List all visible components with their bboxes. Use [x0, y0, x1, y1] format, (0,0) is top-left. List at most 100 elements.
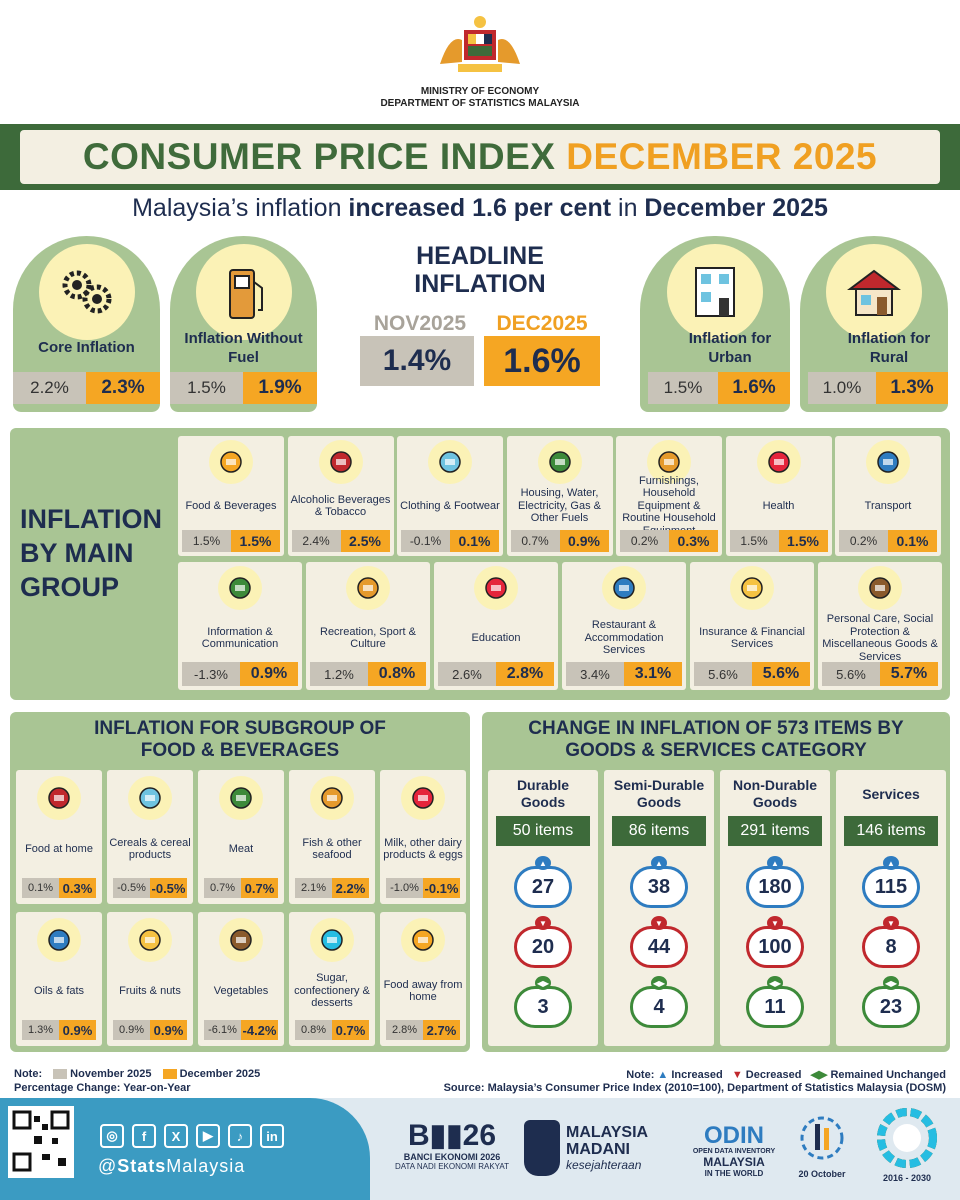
page-title: CONSUMER PRICE INDEX DECEMBER 2025 — [20, 130, 940, 184]
decreased-count: 100 — [746, 926, 804, 968]
group-name: Clothing & Footwear — [400, 499, 500, 512]
category-name: Non-Durable Goods — [720, 776, 830, 812]
group-name: Food at home — [25, 842, 93, 855]
inflation-rural-card: Inflation for Rural 1.0% 1.3% — [800, 236, 948, 412]
curr-value: 2.7% — [423, 1020, 460, 1040]
value-pair: 0.9% 0.9% — [113, 1020, 187, 1040]
curr-value: 0.1% — [450, 530, 499, 552]
group-card: Transport 0.2% 0.1% — [835, 436, 941, 556]
group-name: Oils & fats — [33, 984, 85, 997]
prev-value: 2.4% — [291, 530, 341, 552]
category-column: Durable Goods 50 items 27 ▲ 20 ▼ 3 ◀▶ — [488, 770, 598, 1046]
category-item-count: 50 items — [496, 816, 590, 846]
health-icon — [756, 440, 801, 484]
increased-arrow-icon: ▲ — [883, 856, 899, 870]
phone-icon — [218, 566, 262, 610]
personal-care-icon — [858, 566, 902, 610]
value-pair: 0.2% 0.1% — [839, 530, 937, 552]
value-pair: -0.5% -0.5% — [113, 878, 187, 898]
crab-icon — [310, 776, 354, 820]
department-name: DEPARTMENT OF STATISTICS MALAYSIA — [380, 98, 580, 109]
page-subtitle: Malaysia’s inflation increased 1.6 per c… — [0, 194, 960, 223]
housing-icon — [537, 440, 582, 484]
curr-value: 1.5% — [778, 530, 828, 552]
facebook-icon[interactable]: f — [132, 1124, 156, 1148]
dec-swatch — [162, 1069, 177, 1080]
arrow-legend: Note: ▲ Increased ▼ Decreased ◀▶ Remaine… — [626, 1068, 946, 1081]
value-pair: 2.4% 2.5% — [291, 530, 390, 552]
curr-value: 0.3% — [669, 530, 718, 552]
category-name-line1: Services — [862, 785, 920, 802]
headline-title-line2: INFLATION — [414, 270, 546, 298]
increased-count: 180 — [746, 866, 804, 908]
odin-sub: OPEN DATA INVENTORY — [692, 1148, 776, 1155]
madani-line1: MALAYSIA — [566, 1124, 649, 1141]
curr-value: 0.9% — [59, 1020, 96, 1040]
ministry-name: MINISTRY OF ECONOMY — [420, 86, 540, 97]
prev-value: 3.4% — [566, 662, 624, 686]
unchanged-count: 3 — [514, 986, 572, 1028]
sdg-years: 2016 - 2030 — [882, 1173, 932, 1183]
unchanged-counter: 3 ◀▶ — [514, 976, 572, 1028]
source-note: Source: Malaysia’s Consumer Price Index … — [443, 1082, 946, 1094]
category-item-count: 291 items — [728, 816, 822, 846]
curr-value: 1.3% — [876, 372, 948, 404]
instagram-icon[interactable]: ◎ — [100, 1124, 124, 1148]
inflation-without-fuel-values: 1.5% 1.9% — [170, 372, 317, 404]
curr-value: 0.3% — [59, 878, 96, 898]
increased-count: 27 — [514, 866, 572, 908]
unchanged-counter: 23 ◀▶ — [862, 976, 920, 1028]
category-name-line2: Goods — [636, 794, 682, 810]
nov-label: November 2025 — [70, 1068, 152, 1080]
main-group-row2: Information & Communication -1.3% 0.9% Recr… — [178, 562, 944, 690]
prev-value: 0.2% — [620, 530, 669, 552]
category-column: Non-Durable Goods 291 items 180 ▲ 100 ▼ … — [720, 770, 830, 1046]
headline-title: HEADLINE INFLATION — [330, 242, 630, 298]
value-pair: 0.1% 0.3% — [22, 878, 96, 898]
madani-hand-icon — [524, 1120, 560, 1176]
value-pair: 1.3% 0.9% — [22, 1020, 96, 1040]
unchanged-arrow-icon: ◀▶ — [883, 976, 899, 990]
oil-icon — [37, 918, 81, 962]
social-handle[interactable]: @StatsMalaysia — [98, 1156, 245, 1177]
group-name: Education — [471, 631, 521, 644]
headline-title-line1: HEADLINE — [416, 242, 544, 270]
title-month: DECEMBER 2025 — [566, 136, 878, 177]
decreased-arrow-icon: ▼ — [767, 916, 783, 930]
prev-value: 2.6% — [438, 662, 496, 686]
legend-note: Note: November 2025 December 2025 — [14, 1068, 260, 1080]
prev-value: 0.7% — [510, 530, 560, 552]
curr-value: 0.9% — [240, 662, 298, 686]
prev-value: 1.5% — [729, 530, 779, 552]
prev-value: 1.5% — [170, 372, 243, 404]
odin-malaysia: MALAYSIA — [703, 1155, 765, 1169]
increased-arrow-icon: ▲ — [651, 856, 667, 870]
candy-icon — [310, 918, 354, 962]
prev-value: -6.1% — [204, 1020, 241, 1040]
increased-count: 115 — [862, 866, 920, 908]
value-pair: 0.7% 0.9% — [510, 530, 609, 552]
group-name: Vegetables — [213, 984, 269, 997]
qr-code-icon[interactable] — [8, 1106, 74, 1178]
x-icon[interactable]: X — [164, 1124, 188, 1148]
tiktok-icon[interactable]: ♪ — [228, 1124, 252, 1148]
youtube-icon[interactable]: ▶ — [196, 1124, 220, 1148]
curr-value: 1.9% — [243, 372, 317, 404]
value-pair: 1.5% 1.5% — [729, 530, 828, 552]
category-name-line1: Durable — [516, 777, 570, 793]
category-name: Semi-Durable Goods — [604, 776, 714, 812]
unchanged-count: 4 — [630, 986, 688, 1028]
group-name: Transport — [864, 499, 912, 512]
linkedin-icon[interactable]: in — [260, 1124, 284, 1148]
prev-value: -0.1% — [401, 530, 450, 552]
increased-count: 38 — [630, 866, 688, 908]
value-pair: 1.5% 1.5% — [182, 530, 280, 552]
vegetable-icon — [219, 918, 263, 962]
value-pair: 0.8% 0.7% — [295, 1020, 369, 1040]
house-icon — [826, 244, 922, 340]
apple-icon — [128, 918, 172, 962]
meat-icon — [219, 776, 263, 820]
value-pair: -1.0% -0.1% — [386, 878, 460, 898]
group-name: Food away from home — [383, 978, 463, 1004]
decreased-counter: 8 ▼ — [862, 916, 920, 968]
